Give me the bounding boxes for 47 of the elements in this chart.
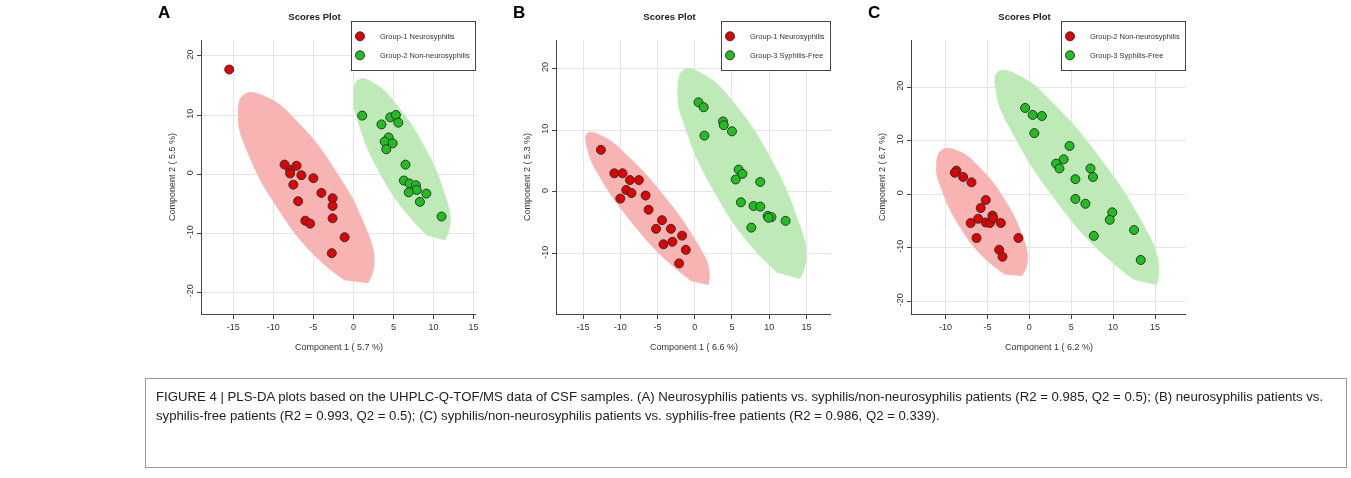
x-tick-label: -5 [653, 321, 662, 332]
y-tick-label: 20 [540, 62, 551, 73]
x-tick-label: 10 [764, 321, 775, 332]
y-tick-label: 10 [895, 134, 906, 145]
x-tick-label: -5 [309, 321, 318, 332]
y-axis-title: Component 2 ( 5.5 %) [166, 132, 177, 222]
text: B [513, 3, 526, 22]
x-tick-label: 0 [692, 321, 698, 332]
x-tick-label: 5 [1068, 321, 1074, 332]
y-tick-label: 10 [185, 108, 196, 119]
y-tick-label: -20 [895, 293, 906, 307]
x-tick-label: 15 [1149, 321, 1161, 332]
x-tick-label: -10 [939, 321, 953, 332]
y-tick-label: -10 [540, 245, 551, 259]
chart-title: Scores Plot [643, 11, 697, 23]
x-axis-title: Component 1 ( 6.2 %) [1004, 341, 1094, 352]
x-tick-label: -15 [226, 321, 240, 332]
x-tick-label: -5 [983, 321, 992, 332]
y-tick-label: 20 [185, 49, 196, 60]
x-tick-label: 0 [1026, 321, 1032, 332]
y-tick-label: 10 [540, 123, 551, 134]
x-tick-label: 0 [350, 321, 356, 332]
x-tick-label: -10 [613, 321, 627, 332]
y-tick-label: 20 [895, 80, 906, 91]
text: A [158, 3, 171, 22]
y-tick-label: -10 [895, 239, 906, 253]
y-tick-label: 0 [540, 187, 551, 193]
y-axis-title: Component 2 ( 6.7 %) [876, 132, 887, 222]
x-tick-label: 15 [801, 321, 812, 332]
x-tick-label: 15 [468, 321, 479, 332]
chart-title: Scores Plot [998, 11, 1052, 23]
y-axis-title: Component 2 ( 5.3 %) [521, 132, 532, 222]
y-tick-label: 0 [185, 170, 196, 176]
caption: FIGURE 4 | PLS-DA plots based on the UHPLC-Q-TOF/MS data of CSF samples. (A) Neurosyphilis patients vs. syphilis/non-neurosyphilis patients (R2 = 0.985, Q2 = 0.5); (B) neurosyphilis patients vs. syphilis-free patients (R2 = 0.993, Q2 = 0.5); (C) syphilis/non-neurosyphilis patients vs. syphilis-free patients (R2 = 0.986, Q2 = 0.339). [145, 378, 1347, 468]
x-tick-label: 5 [729, 321, 735, 332]
x-axis-title: Component 1 ( 5.7 %) [294, 341, 384, 352]
x-tick-label: 10 [1108, 321, 1119, 332]
text: C [868, 3, 881, 22]
x-tick-label: 10 [428, 321, 439, 332]
y-tick-label: -10 [185, 225, 196, 239]
x-axis-title: Component 1 ( 6.6 %) [649, 341, 739, 352]
chart-title: Scores Plot [288, 11, 342, 23]
y-tick-label: 0 [895, 190, 906, 196]
x-tick-label: 5 [390, 321, 396, 332]
x-tick-label: -10 [266, 321, 280, 332]
x-tick-label: -15 [576, 321, 590, 332]
y-tick-label: -20 [185, 284, 196, 298]
